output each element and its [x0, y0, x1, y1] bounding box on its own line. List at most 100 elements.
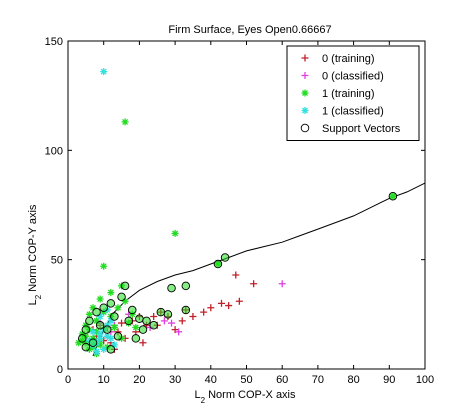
- support-vector-fill: [389, 192, 397, 201]
- support-vector-fill: [114, 332, 122, 341]
- support-vectors-point: [163, 310, 173, 319]
- x-tick-label: 40: [205, 374, 217, 386]
- legend-label: 1 (classified): [322, 106, 384, 118]
- support-vector-fill: [221, 253, 229, 262]
- support-vector-fill: [121, 282, 129, 290]
- 0-training-point: [225, 302, 233, 310]
- 0-training-point: [232, 271, 240, 279]
- support-vectors-point: [181, 305, 191, 315]
- support-vectors-point: [81, 325, 91, 334]
- support-vector-fill: [142, 317, 151, 325]
- 1-classified-point: [89, 328, 97, 336]
- legend-marker: [301, 107, 309, 114]
- support-vector-fill: [82, 343, 90, 351]
- support-vectors-point: [110, 312, 119, 321]
- 1-training-point: [100, 262, 108, 270]
- legend-label: 1 (training): [322, 88, 375, 100]
- 0-training-point: [235, 297, 243, 305]
- 1-training-point: [96, 341, 104, 349]
- support-vectors-point: [88, 338, 98, 348]
- support-vectors-point: [124, 316, 133, 326]
- support-vectors-point: [113, 331, 123, 341]
- support-vector-fill: [135, 314, 144, 323]
- support-vector-fill: [92, 308, 101, 316]
- support-vector-fill: [182, 282, 190, 290]
- 1-training-point: [82, 339, 90, 347]
- 1-training-point: [121, 297, 129, 305]
- support-vector-fill: [132, 334, 140, 343]
- support-vector-fill: [78, 334, 87, 343]
- 1-training-point: [121, 118, 129, 126]
- x-tick-label: 70: [312, 374, 324, 386]
- 1-classified-point: [100, 68, 108, 76]
- y-tick-label: 50: [51, 255, 63, 267]
- support-vector-fill: [110, 312, 119, 321]
- 1-training-point: [100, 308, 108, 316]
- 1-training-point: [82, 321, 90, 329]
- support-vector-fill: [107, 345, 115, 354]
- support-vectors-point: [120, 281, 130, 291]
- legend-label: 0 (classified): [322, 71, 384, 83]
- 1-classified-point: [96, 313, 104, 321]
- 1-training-point: [85, 310, 93, 318]
- 1-training-point: [93, 317, 101, 325]
- 1-classified-point: [110, 341, 118, 349]
- support-vector-fill: [182, 306, 190, 314]
- 0-classified-point: [175, 328, 183, 336]
- 1-training-point: [132, 323, 140, 331]
- 1-classified-point: [107, 334, 115, 342]
- support-vector-fill: [167, 284, 176, 292]
- 0-training-point: [200, 308, 208, 316]
- support-vector-fill: [149, 321, 158, 330]
- support-vector-fill: [99, 303, 108, 312]
- 0-classified-point: [278, 280, 286, 288]
- support-vectors-point: [95, 321, 105, 330]
- support-vector-fill: [128, 306, 137, 314]
- support-vectors-point: [167, 283, 176, 293]
- support-vectors-point: [78, 334, 87, 343]
- support-vector-fill: [157, 308, 165, 316]
- 1-classified-point: [96, 334, 104, 342]
- legend: 0 (training) 0 (classified) 1 (training) 1 …: [286, 45, 420, 141]
- support-vectors-point: [106, 299, 116, 308]
- 0-training-point: [250, 280, 258, 288]
- 0-training-point: [150, 313, 158, 321]
- x-tick-label: 60: [276, 374, 288, 386]
- 1-training-point: [107, 288, 115, 296]
- support-vectors-point: [81, 342, 91, 352]
- support-vector-fill: [82, 325, 90, 334]
- legend-marker: [301, 89, 309, 97]
- 1-training-point: [114, 304, 122, 312]
- support-vectors-point: [106, 345, 116, 354]
- 0-training-point: [207, 304, 215, 312]
- y-tick-label: 150: [45, 36, 63, 48]
- 1-training-point: [171, 229, 179, 237]
- x-tick-label: 20: [133, 374, 145, 386]
- support-vectors-point: [213, 259, 223, 269]
- support-vector-fill: [107, 299, 115, 308]
- legend-marker: [301, 72, 309, 79]
- 1-training-point: [110, 323, 118, 331]
- 1-training-point: [89, 304, 97, 312]
- 1-classified-point: [107, 317, 115, 325]
- 0-classified-point: [160, 317, 168, 325]
- 0-classified-point: [168, 319, 176, 327]
- support-vectors-point: [85, 316, 94, 326]
- 1-training-point: [75, 339, 83, 347]
- 1-training-point: [96, 295, 104, 303]
- support-vectors-point: [388, 192, 398, 201]
- legend-marker: [300, 123, 310, 133]
- 1-training-point: [93, 328, 101, 336]
- 1-training-point: [89, 334, 97, 342]
- x-tick-label: 90: [383, 374, 395, 386]
- x-tick-label: 30: [169, 374, 181, 386]
- 1-classified-point: [96, 330, 104, 338]
- 0-training-point: [189, 313, 197, 321]
- 1-classified-point: [93, 348, 101, 356]
- y-tick-label: 0: [57, 364, 63, 376]
- chart-title: Firm Surface, Eyes Open0.66667: [168, 24, 331, 36]
- support-vectors-point: [103, 325, 112, 334]
- support-vectors-point: [92, 307, 101, 317]
- legend-label: 0 (training): [322, 53, 375, 65]
- 1-classified-point: [103, 332, 111, 340]
